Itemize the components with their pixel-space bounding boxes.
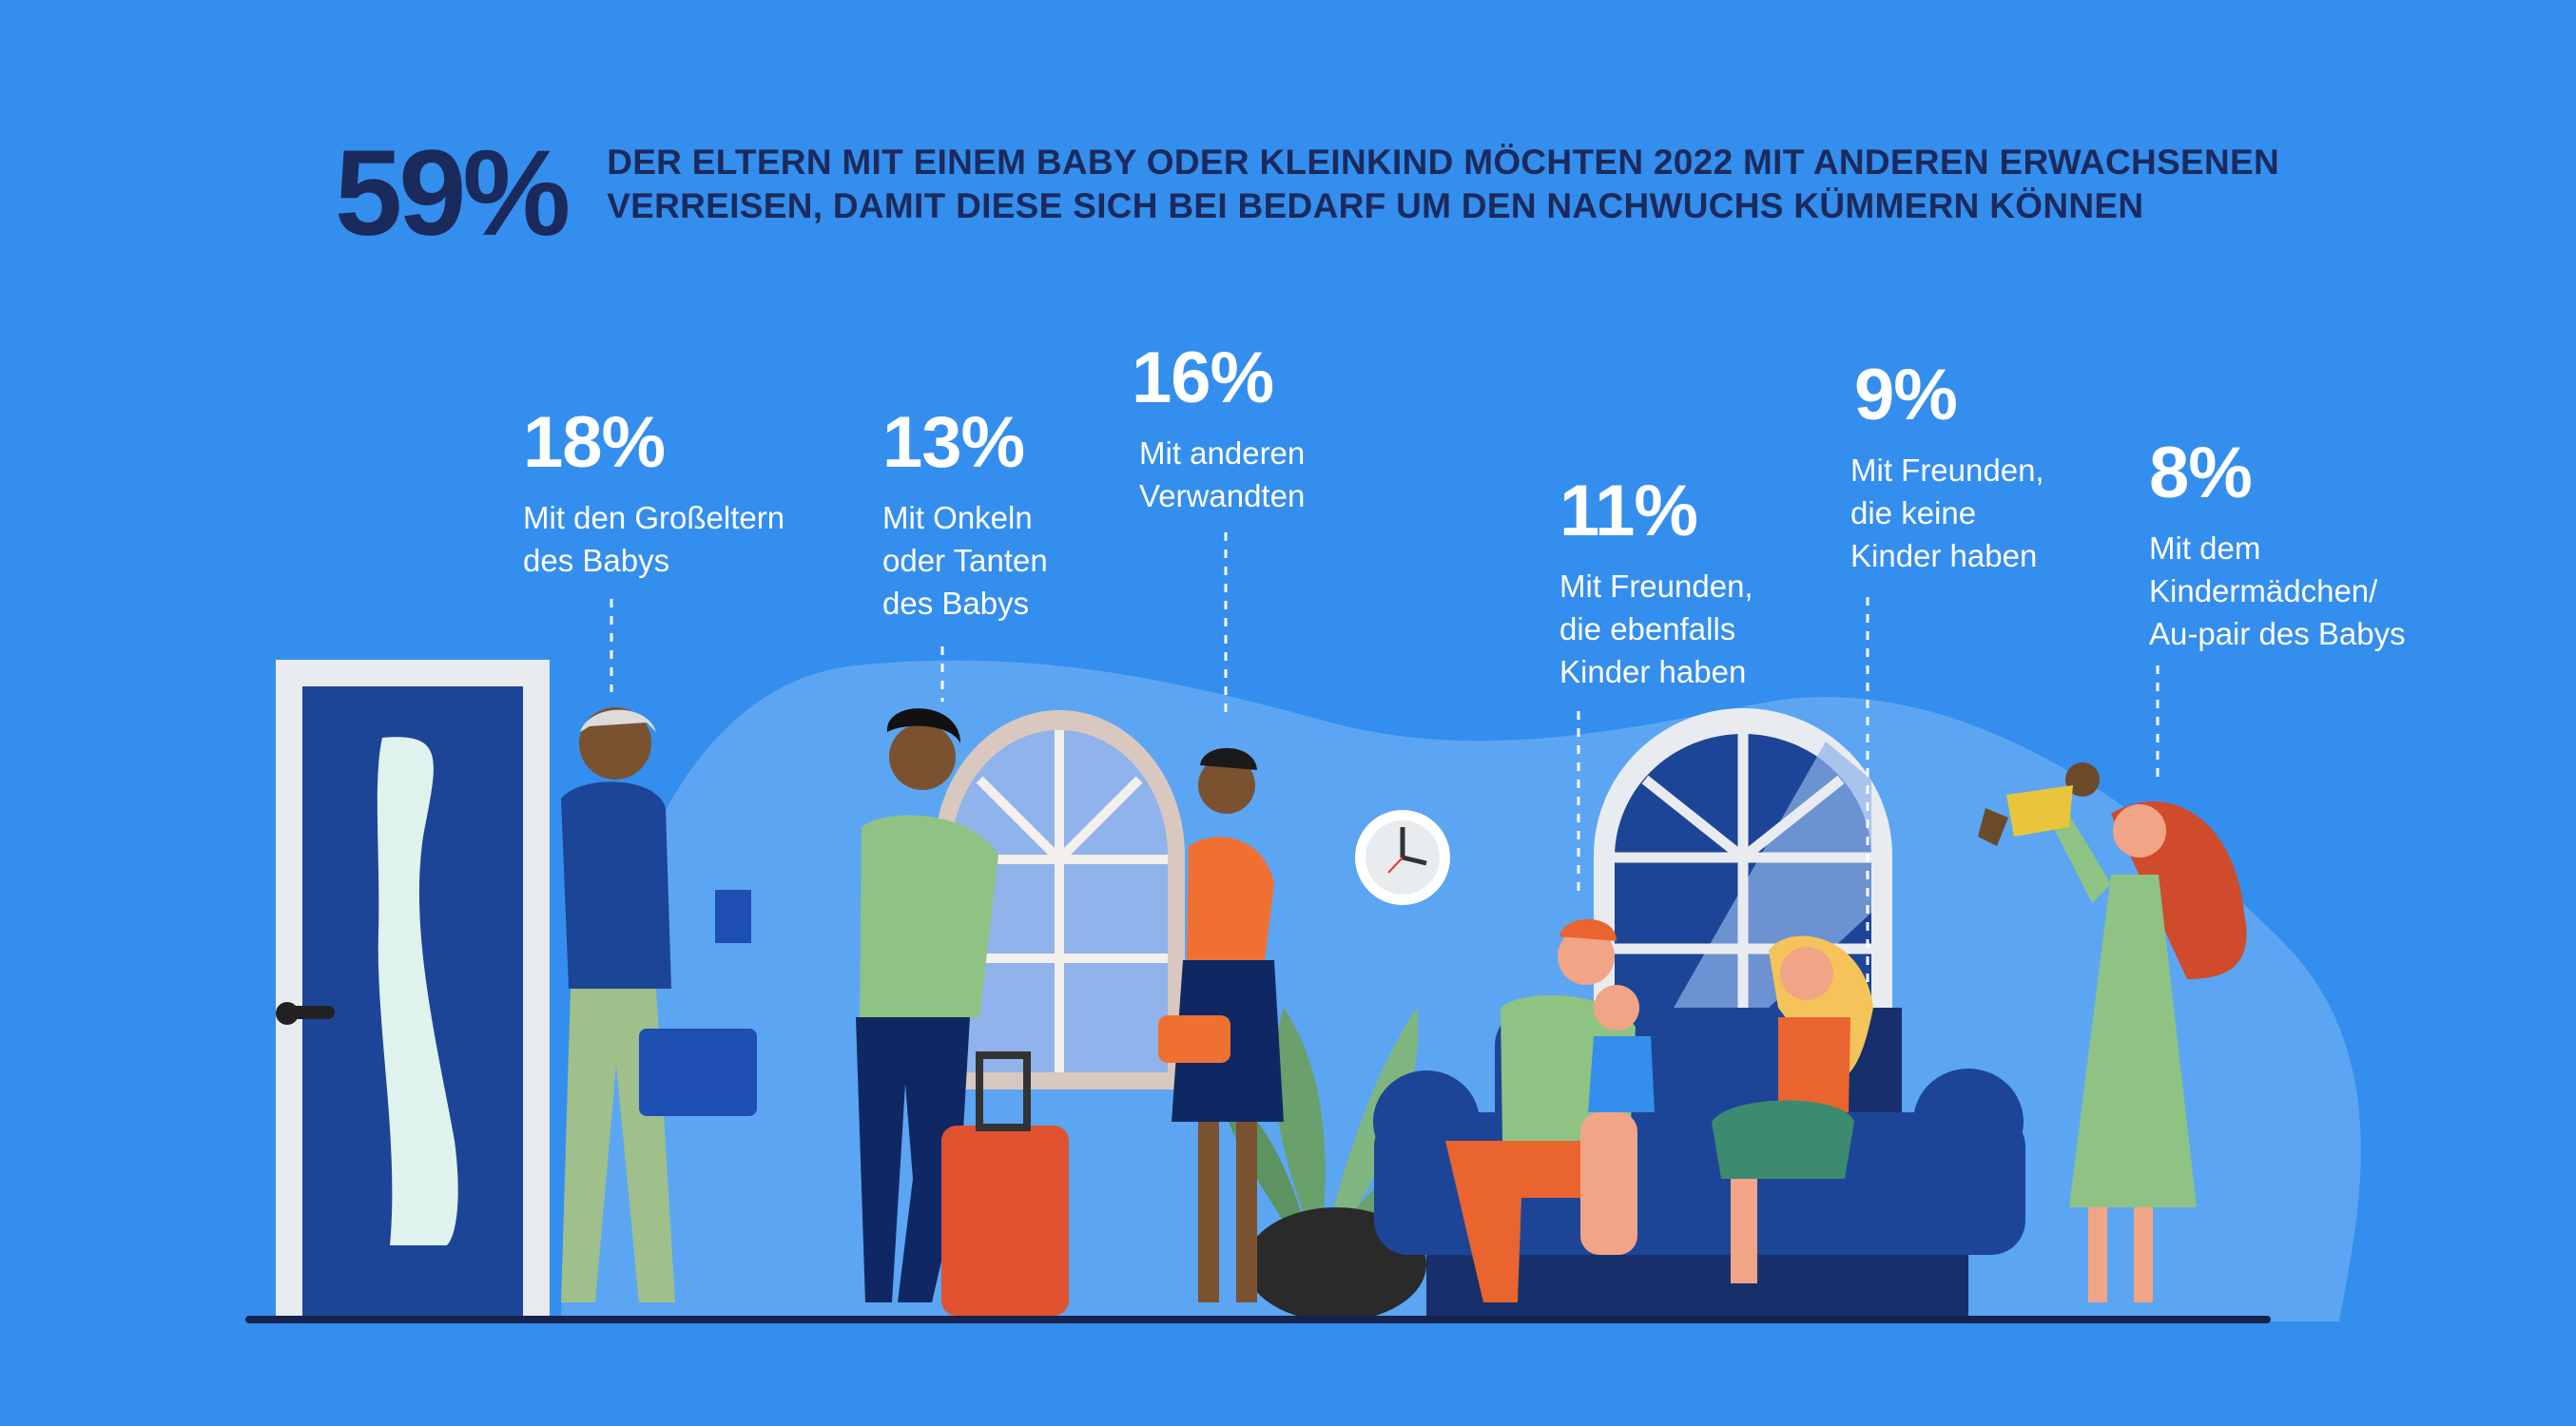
dashed-connectors: [610, 532, 2160, 989]
nanny-figure: [2039, 789, 2247, 1302]
floor-line: [245, 1316, 2271, 1323]
stat-percent: 18%: [523, 402, 666, 483]
stat-label-line: Verwandten: [1139, 478, 1306, 513]
stat-label-line: des Babys: [523, 543, 670, 578]
stat-label-line: Kinder haben: [1850, 538, 2038, 573]
relative-figure: [1158, 747, 1284, 1302]
stat-label: Mit den Großeltern des Babys: [523, 496, 784, 582]
stat-percent: 13%: [882, 402, 1025, 483]
stat-nanny-aupair: 8% Mit dem Kindermädchen/ Au-pair des Ba…: [2149, 437, 2406, 655]
stat-label-line: Kindermädchen/: [2149, 573, 2378, 608]
stat-other-relatives: 16% Mit anderen Verwandten: [1132, 342, 1305, 517]
stat-friends-without-kids: 9% Mit Freunden, die keine Kinder haben: [1850, 359, 2044, 577]
stat-label-line: Kinder haben: [1559, 654, 1747, 689]
stat-label-line: die ebenfalls: [1559, 611, 1736, 646]
stat-friends-with-kids: 11% Mit Freunden, die ebenfalls Kinder h…: [1559, 475, 1753, 693]
stat-label: Mit Freunden, die keine Kinder haben: [1850, 449, 2044, 577]
stat-label-line: Mit Freunden,: [1559, 568, 1753, 604]
stat-percent: 16%: [1132, 337, 1274, 418]
stat-percent: 9%: [1854, 355, 1958, 435]
headline-line-1: DER ELTERN MIT EINEM BABY ODER KLEINKIND…: [607, 143, 2280, 182]
family-mother-figure: [1712, 935, 1873, 1283]
stat-label-line: Mit Freunden,: [1850, 453, 2044, 488]
headline-text: DER ELTERN MIT EINEM BABY ODER KLEINKIND…: [607, 141, 2279, 228]
stat-label: Mit anderen Verwandten: [1139, 432, 1305, 517]
stat-label-line: des Babys: [882, 586, 1030, 621]
stat-label-line: oder Tanten: [882, 543, 1048, 578]
clock-icon: [1355, 810, 1450, 905]
stat-label: Mit Onkeln oder Tanten des Babys: [882, 496, 1048, 625]
family-child-figure: [1580, 985, 1655, 1255]
headline-line-2: VERREISEN, DAMIT DIESE SICH BEI BEDARF U…: [607, 186, 2144, 225]
stat-label-line: Au-pair des Babys: [2149, 616, 2406, 651]
stat-percent: 11%: [1559, 471, 1698, 551]
stat-label: Mit Freunden, die ebenfalls Kinder haben: [1559, 565, 1753, 693]
window-illustration: [934, 710, 1185, 1089]
door-illustration: [276, 660, 550, 1318]
baby-figure: [1978, 762, 2100, 846]
stat-percent: 8%: [2149, 433, 2253, 513]
window-illustration-right: [1594, 708, 1892, 1013]
stat-label-line: die keine: [1850, 495, 1977, 530]
headline-percent: 59%: [335, 125, 571, 261]
stat-grandparents: 18% Mit den Großeltern des Babys: [523, 407, 784, 582]
grandfather-figure: [561, 707, 757, 1302]
stat-uncles-aunts: 13% Mit Onkeln oder Tanten des Babys: [882, 407, 1048, 625]
stat-label-line: Mit Onkeln: [882, 500, 1033, 535]
stat-label-line: Mit den Großeltern: [523, 500, 785, 535]
stat-label: Mit dem Kindermädchen/ Au-pair des Babys: [2149, 527, 2406, 655]
stat-label-line: Mit anderen: [1139, 435, 1306, 471]
stat-label-line: Mit dem: [2149, 530, 2261, 566]
uncle-figure: [856, 708, 1069, 1316]
headline: 59% DER ELTERN MIT EINEM BABY ODER KLEIN…: [335, 133, 2279, 255]
